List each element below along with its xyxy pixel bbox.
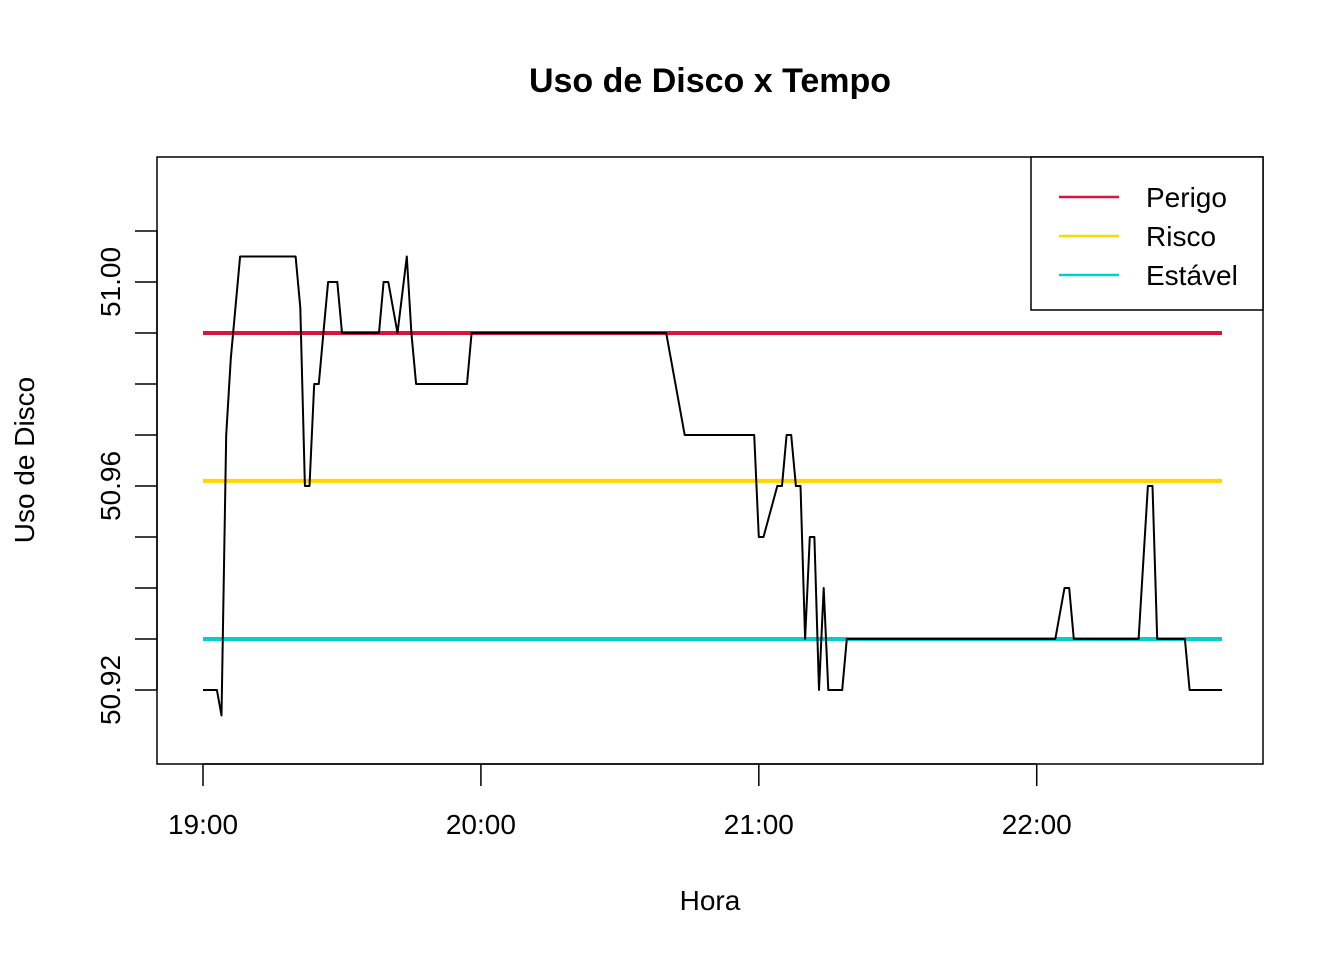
y-tick-label: 50.92 [95,655,126,725]
legend-label-1: Risco [1146,221,1216,252]
legend-label-0: Perigo [1146,182,1227,213]
legend-box [1030,156,1264,311]
legend-label-2: Estável [1146,260,1238,291]
y-tick-label: 50.96 [95,451,126,521]
y-axis-label: Uso de Disco [9,377,40,544]
chart-title: Uso de Disco x Tempo [529,62,891,100]
x-axis: 19:00 20:00 21:00 22:00 [168,763,1072,840]
legend: Perigo Risco Estável [1030,156,1264,311]
x-tick-label: 21:00 [724,809,794,840]
x-tick-label: 22:00 [1002,809,1072,840]
series-line-0 [203,255,1222,717]
y-tick-label: 51.00 [95,247,126,317]
data-series [203,255,1222,717]
x-axis-label: Hora [680,885,741,916]
x-tick-label: 20:00 [446,809,516,840]
x-tick-label: 19:00 [168,809,238,840]
y-axis: 50.92 50.96 51.00 [95,230,158,725]
